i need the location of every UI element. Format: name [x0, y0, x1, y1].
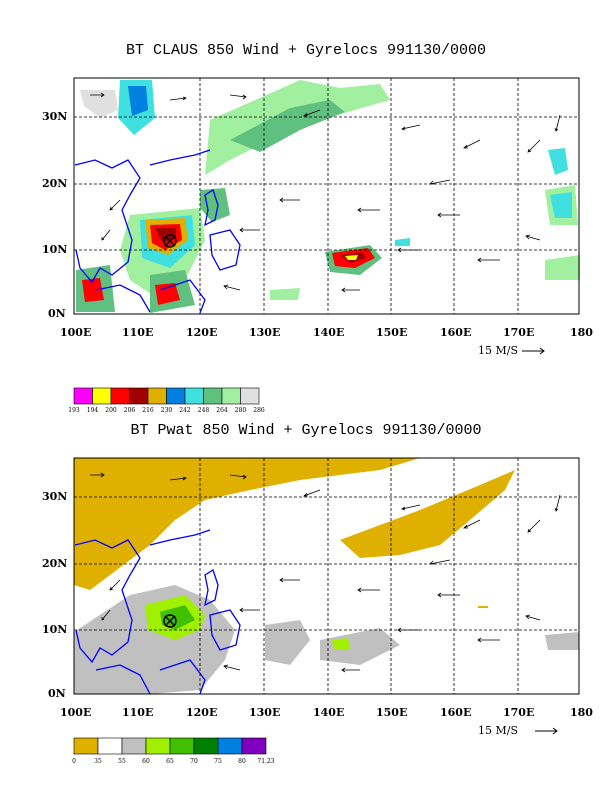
panel2-grid: [74, 458, 579, 694]
panel1-colorbar: [73, 387, 260, 405]
panel1-grid: [74, 78, 579, 314]
panel2-lat-20n: 20N: [42, 557, 68, 570]
panel1-colorbar-label-9: 280: [235, 407, 247, 414]
panel1-lon-150e: 150E: [376, 326, 408, 339]
panel1-frame: [73, 77, 580, 315]
panel2-colorbar-label-1: 35: [94, 758, 102, 765]
panel1-colorbar-label-7: 248: [198, 407, 210, 414]
panel2-lat-30n: 30N: [42, 490, 68, 503]
panel2-lon-130e: 130E: [249, 706, 281, 719]
panel2-wind-vectors: [90, 472, 561, 673]
panel2-colorbar-label-4: 65: [166, 758, 174, 765]
panel1-colorbar-label-8: 264: [216, 407, 228, 414]
panel2-colorbar-label-2: 55: [118, 758, 126, 765]
panel1-colorbar-label-3: 206: [124, 407, 136, 414]
panel2-colorbar-label-8: 71.23: [257, 758, 274, 765]
panel2-colorbar-swatch-5: [193, 737, 219, 755]
panel1-colorbar-label-10: 286: [253, 407, 265, 414]
panel1-lon-120e: 120E: [186, 326, 218, 339]
panel2-colorbar: [73, 737, 267, 755]
panel2-lon-120e: 120E: [186, 706, 218, 719]
panel2-lon-110e: 110E: [122, 706, 154, 719]
panel2-colorbar-label-5: 70: [190, 758, 198, 765]
panel1-lon-140e: 140E: [313, 326, 345, 339]
panel1-lon-110e: 110E: [122, 326, 154, 339]
panel2-colorbar-swatch-4: [169, 737, 195, 755]
panel1-colorbar-label-0: 193: [68, 407, 80, 414]
panel1-colorbar-labels: 193 194 200 206 216 230 242 248 264 280 286: [68, 407, 265, 414]
panel2-colorbar-label-3: 60: [142, 758, 150, 765]
panel2-colorbar-labels: 0 35 55 60 65 70 75 80 71.23: [72, 758, 275, 765]
panel2-colorbar-swatch-0: [73, 737, 99, 755]
panel2-lon-180: 180: [570, 706, 593, 719]
panel1-wind-vectors: [90, 92, 561, 293]
panel2-lon-160e: 160E: [440, 706, 472, 719]
panel1-lon-160e: 160E: [440, 326, 472, 339]
panel1-colorbar-label-5: 230: [161, 407, 173, 414]
panel1-title: BT CLAUS 850 Wind + Gyrelocs 991130/0000: [125, 42, 487, 59]
panel2-lon-150e: 150E: [376, 706, 408, 719]
panel1-colorbar-label-1: 194: [87, 407, 99, 414]
panel2-pwat-field: [74, 458, 579, 694]
panel2-colorbar-swatch-2: [121, 737, 147, 755]
panel1-lat-30n: 30N: [42, 110, 68, 123]
panel2-colorbar-label-6: 75: [214, 758, 222, 765]
panel1-lon-130e: 130E: [249, 326, 281, 339]
panel2-lon-100e: 100E: [60, 706, 92, 719]
panel2-lat-10n: 10N: [42, 623, 68, 636]
panel2-vector-ref-label: 15 M/S: [478, 724, 518, 737]
panel1-gyre-marker: [163, 234, 177, 248]
panel2-colorbar-swatch-1: [97, 737, 123, 755]
panel1-lat-0n: 0N: [48, 307, 66, 320]
panel1-lat-20n: 20N: [42, 177, 68, 190]
panel1-colorbar-label-4: 216: [142, 407, 154, 414]
panel1-colorbar-label-2: 200: [105, 407, 117, 414]
panel2-lon-170e: 170E: [503, 706, 535, 719]
panel2-colorbar-swatch-3: [145, 737, 171, 755]
panel2-vector-ref-arrow: [535, 727, 558, 735]
panel2-title: BT Pwat 850 Wind + Gyrelocs 991130/0000: [130, 422, 482, 439]
panel2-colorbar-label-7: 80: [238, 758, 246, 765]
panel2-lat-0n: 0N: [48, 687, 66, 700]
panel2-lon-140e: 140E: [313, 706, 345, 719]
panel1-colorbar-label-6: 242: [179, 407, 191, 414]
panel1-lon-180: 180: [570, 326, 593, 339]
panel1-lon-100e: 100E: [60, 326, 92, 339]
panel2-colorbar-label-0: 0: [72, 758, 76, 765]
panel2-colorbar-swatch-7: [241, 737, 267, 755]
panel1-colorbar-swatch-9: [240, 387, 260, 405]
panel2-frame: [73, 457, 580, 695]
panel2-gyre-marker: [163, 614, 177, 628]
panel2-colorbar-swatch-6: [217, 737, 243, 755]
panel2-coastline: [74, 529, 241, 695]
panel1-lon-170e: 170E: [503, 326, 535, 339]
panel1-vector-ref-arrow: [522, 347, 545, 355]
panel1-coastline: [74, 149, 241, 314]
panel1-vector-ref-label: 15 M/S: [478, 344, 518, 357]
panel1-lat-10n: 10N: [42, 243, 68, 256]
